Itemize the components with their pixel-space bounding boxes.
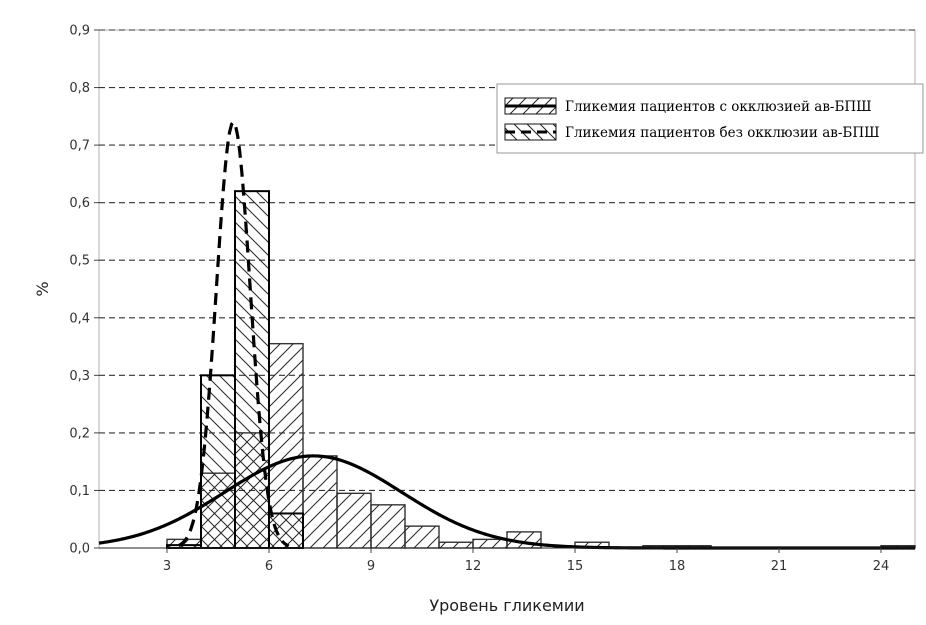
y-tick-label: 0,0 — [69, 542, 90, 557]
x-tick-label: 12 — [465, 559, 482, 574]
y-axis-ticks: 0,0 0,1 0,2 0,3 0,4 0,5 0,6 0,7 0,8 0,9 — [69, 24, 99, 557]
y-tick-label: 0,2 — [69, 426, 90, 441]
y-tick-label: 0,6 — [69, 196, 90, 211]
x-tick-label: 18 — [669, 559, 686, 574]
x-tick-label: 21 — [771, 559, 788, 574]
fit-curve-no-occlusion — [177, 119, 290, 548]
legend-box — [496, 83, 924, 154]
x-tick-label: 24 — [873, 559, 890, 574]
y-tick-label: 0,1 — [69, 484, 90, 499]
bar-no-occlusion — [200, 374, 236, 550]
bar-occlusion — [370, 504, 406, 549]
y-tick-label: 0,7 — [69, 139, 90, 154]
y-tick-label: 0,4 — [69, 311, 90, 326]
bar-occlusion — [336, 492, 372, 549]
y-tick-label: 0,3 — [69, 369, 90, 384]
y-tick-label: 0,5 — [69, 254, 90, 269]
legend: Гликемия пациентов с окклюзией ав-БПШ Гл… — [496, 83, 924, 154]
x-tick-label: 15 — [567, 559, 584, 574]
histogram-bars — [166, 190, 916, 550]
bar-no-occlusion — [234, 190, 270, 549]
y-tick-label: 0,9 — [69, 24, 90, 39]
y-tick-label: 0,8 — [69, 81, 90, 96]
x-tick-label: 9 — [367, 559, 375, 574]
bar-occlusion — [404, 525, 440, 549]
legend-item-no-occlusion: Гликемия пациентов без окклюзии ав-БПШ — [504, 123, 880, 141]
y-axis-title: % — [33, 281, 52, 296]
legend-label-occlusion: Гликемия пациентов с окклюзией ав-БПШ — [565, 99, 872, 115]
legend-label-no-occlusion: Гликемия пациентов без окклюзии ав-БПШ — [565, 125, 880, 141]
bar-occlusion — [438, 541, 474, 549]
legend-item-occlusion: Гликемия пациентов с окклюзией ав-БПШ — [504, 97, 872, 115]
bar-occlusion — [302, 455, 338, 549]
x-axis-ticks: 3 6 9 12 15 18 21 24 — [163, 548, 889, 574]
x-axis-title: Уровень гликемии — [429, 596, 584, 615]
x-tick-label: 3 — [163, 559, 171, 574]
x-tick-label: 6 — [265, 559, 273, 574]
bar-occlusion — [472, 538, 508, 549]
